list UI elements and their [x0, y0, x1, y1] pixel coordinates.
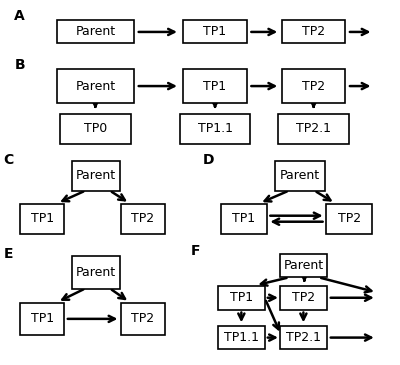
FancyBboxPatch shape [280, 326, 327, 349]
Text: TP1.1: TP1.1 [224, 331, 259, 344]
FancyBboxPatch shape [57, 20, 134, 43]
Text: TP2: TP2 [132, 212, 155, 225]
Text: F: F [190, 244, 200, 258]
Text: Parent: Parent [76, 266, 116, 279]
Text: D: D [203, 153, 215, 167]
Text: TP2.1: TP2.1 [296, 122, 331, 135]
FancyBboxPatch shape [280, 254, 327, 277]
Text: Parent: Parent [75, 26, 116, 38]
FancyBboxPatch shape [278, 114, 349, 144]
FancyBboxPatch shape [72, 256, 120, 289]
FancyBboxPatch shape [121, 204, 165, 234]
Text: E: E [4, 247, 13, 261]
FancyBboxPatch shape [280, 286, 327, 310]
FancyBboxPatch shape [282, 69, 345, 103]
FancyBboxPatch shape [60, 114, 130, 144]
Text: TP2: TP2 [292, 291, 315, 304]
Text: TP2: TP2 [338, 212, 361, 225]
FancyBboxPatch shape [218, 326, 265, 349]
FancyBboxPatch shape [282, 20, 345, 43]
FancyBboxPatch shape [57, 69, 134, 103]
Text: TP1: TP1 [31, 212, 54, 225]
FancyBboxPatch shape [221, 204, 266, 234]
Text: C: C [4, 153, 14, 167]
Text: Parent: Parent [283, 259, 324, 272]
FancyBboxPatch shape [275, 161, 325, 191]
Text: Parent: Parent [75, 80, 116, 93]
Text: TP1: TP1 [31, 312, 54, 325]
Text: Parent: Parent [280, 169, 320, 182]
Text: TP0: TP0 [84, 122, 107, 135]
FancyBboxPatch shape [183, 69, 247, 103]
Text: TP1: TP1 [204, 26, 227, 38]
FancyBboxPatch shape [20, 204, 64, 234]
FancyBboxPatch shape [20, 303, 64, 335]
Text: TP2: TP2 [302, 80, 325, 93]
Text: TP1: TP1 [232, 212, 255, 225]
Text: TP2.1: TP2.1 [286, 331, 321, 344]
FancyBboxPatch shape [218, 286, 265, 310]
Text: TP1: TP1 [230, 291, 253, 304]
FancyBboxPatch shape [326, 204, 372, 234]
Text: TP2: TP2 [132, 312, 155, 325]
Text: B: B [14, 58, 25, 72]
Text: TP2: TP2 [302, 26, 325, 38]
Text: Parent: Parent [76, 169, 116, 182]
FancyBboxPatch shape [121, 303, 165, 335]
Text: A: A [14, 9, 25, 23]
FancyBboxPatch shape [183, 20, 247, 43]
Text: TP1: TP1 [204, 80, 227, 93]
FancyBboxPatch shape [180, 114, 250, 144]
FancyBboxPatch shape [72, 161, 120, 191]
Text: TP1.1: TP1.1 [198, 122, 232, 135]
